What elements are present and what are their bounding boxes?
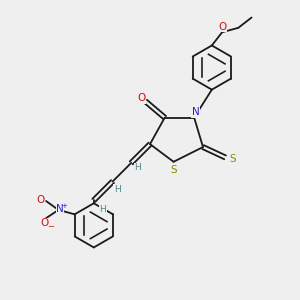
Text: S: S xyxy=(229,154,236,164)
Text: O: O xyxy=(137,94,145,103)
Text: H: H xyxy=(100,205,106,214)
Text: O: O xyxy=(40,218,49,228)
Text: H: H xyxy=(134,163,141,172)
Text: S: S xyxy=(170,165,177,175)
Text: N: N xyxy=(192,107,200,117)
Text: N: N xyxy=(56,204,64,214)
Text: O: O xyxy=(37,195,45,205)
Text: H: H xyxy=(114,185,121,194)
Text: −: − xyxy=(47,222,54,231)
Text: +: + xyxy=(61,203,67,209)
Text: O: O xyxy=(219,22,227,32)
